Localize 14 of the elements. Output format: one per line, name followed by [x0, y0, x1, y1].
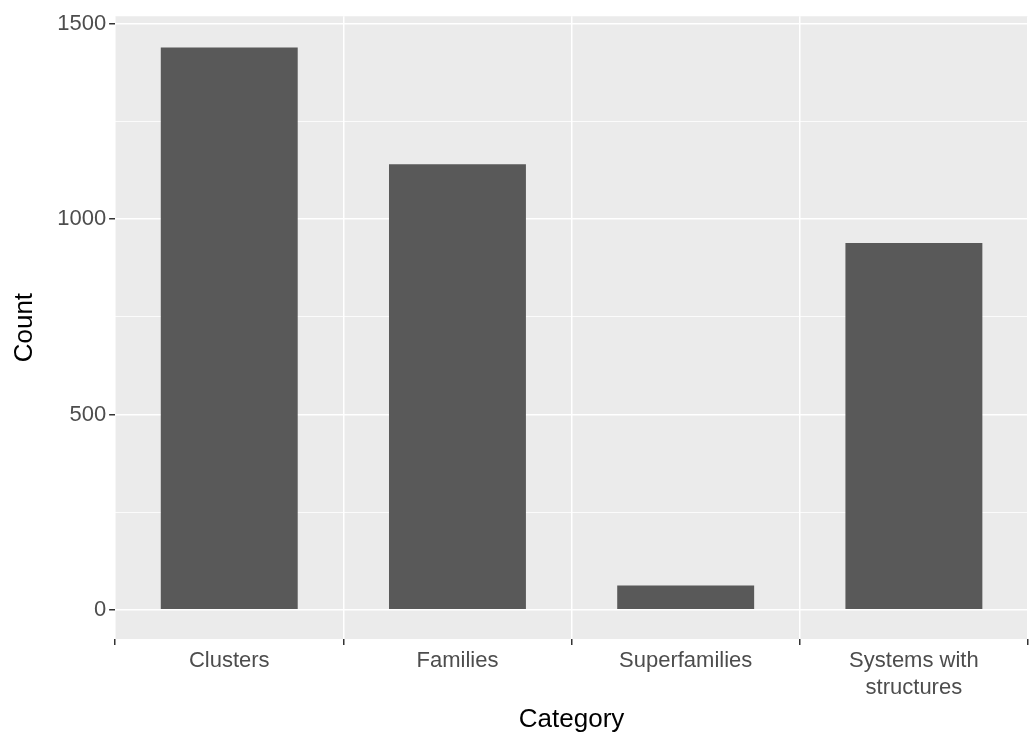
- y-axis-title: Count: [7, 292, 38, 363]
- y-tick-label: 500: [69, 400, 107, 426]
- y-tick-label: 0: [93, 595, 107, 621]
- x-tick-label: Systems with structures: [849, 647, 979, 699]
- x-axis-title: Category: [518, 702, 625, 733]
- x-tick-label: Clusters: [188, 647, 270, 673]
- bar: [389, 164, 526, 609]
- x-tick-label: Superfamilies: [619, 647, 753, 673]
- y-tick-label: 1000: [57, 205, 107, 231]
- bar: [617, 585, 755, 609]
- bar: [160, 47, 298, 609]
- x-tick-label: Families: [416, 647, 499, 673]
- y-tick-label: 1500: [57, 10, 107, 36]
- bar: [845, 243, 983, 609]
